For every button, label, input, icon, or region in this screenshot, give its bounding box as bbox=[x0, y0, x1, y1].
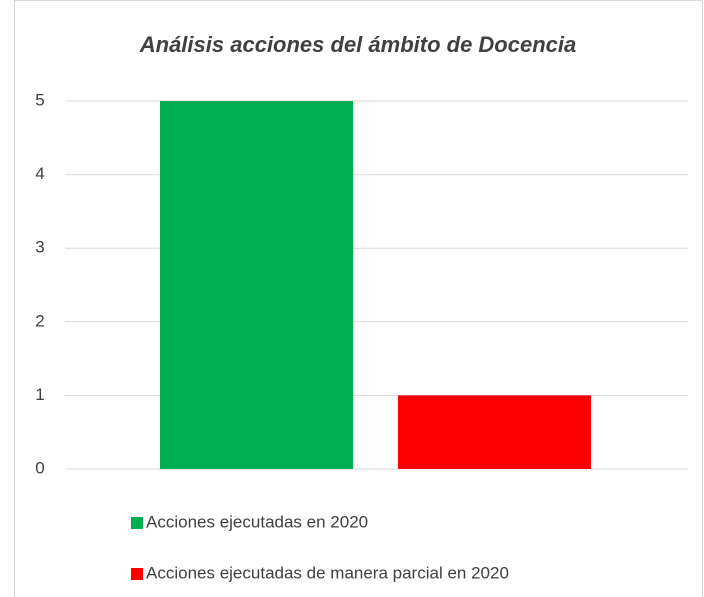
legend-swatch bbox=[131, 568, 143, 580]
bar bbox=[398, 395, 591, 469]
legend-label: Acciones ejecutadas en 2020 bbox=[146, 512, 368, 531]
y-tick-label: 4 bbox=[35, 164, 44, 183]
legend-swatch bbox=[131, 517, 143, 529]
y-tick-label: 2 bbox=[35, 311, 44, 330]
chart-title: Análisis acciones del ámbito de Docencia bbox=[139, 32, 577, 57]
y-tick-label: 3 bbox=[35, 238, 44, 257]
legend-label: Acciones ejecutadas de manera parcial en… bbox=[146, 563, 509, 582]
y-tick-label: 5 bbox=[35, 90, 44, 109]
y-tick-label: 0 bbox=[35, 458, 44, 477]
chart-border bbox=[14, 0, 703, 597]
y-tick-label: 1 bbox=[35, 385, 44, 404]
bar bbox=[160, 101, 353, 469]
